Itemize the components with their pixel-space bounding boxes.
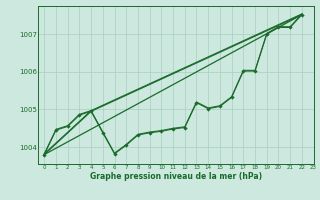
X-axis label: Graphe pression niveau de la mer (hPa): Graphe pression niveau de la mer (hPa) [90, 172, 262, 181]
